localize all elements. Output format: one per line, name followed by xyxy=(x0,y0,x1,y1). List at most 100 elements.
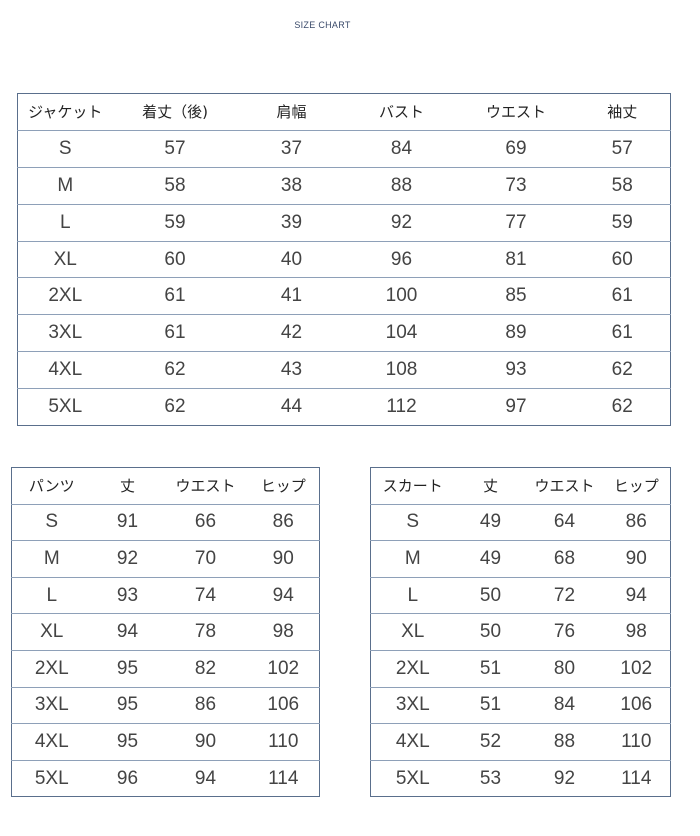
measurement-cell: 86 xyxy=(247,503,320,541)
measurement-cell: 40 xyxy=(237,240,346,278)
size-label-cell: 2XL xyxy=(11,649,92,688)
table-row: 3XL 61 42 104 89 61 xyxy=(17,314,671,352)
measurement-cell: 93 xyxy=(91,576,164,614)
measurement-cell: 114 xyxy=(602,759,671,797)
measurement-cell: 102 xyxy=(247,649,320,688)
jacket-header-cell: ジャケット xyxy=(28,103,103,122)
size-label-cell: 3XL xyxy=(370,686,455,724)
table-row: 4XL 95 90 110 xyxy=(11,723,320,761)
measurement-cell: 50 xyxy=(454,613,527,651)
measurement-cell: 95 xyxy=(91,649,164,688)
measurement-cell: 90 xyxy=(247,540,320,578)
skirt-header-cell: ウエスト xyxy=(534,477,595,496)
measurement-cell: 90 xyxy=(163,723,248,761)
measurement-cell: 49 xyxy=(454,503,527,541)
measurement-cell: 61 xyxy=(574,314,671,352)
measurement-cell: 66 xyxy=(163,503,248,541)
table-row: L 93 74 94 xyxy=(11,576,320,614)
skirt-header-cell: ヒップ xyxy=(613,477,659,496)
measurement-cell: 38 xyxy=(237,166,346,205)
size-label-cell: XL xyxy=(370,613,455,651)
measurement-cell: 98 xyxy=(602,613,671,651)
measurement-cell: 92 xyxy=(345,203,458,242)
measurement-cell: 51 xyxy=(454,686,527,724)
measurement-cell: 74 xyxy=(163,576,248,614)
measurement-cell: 92 xyxy=(91,540,164,578)
measurement-cell: 86 xyxy=(602,503,671,541)
measurement-cell: 97 xyxy=(457,388,575,426)
measurement-cell: 61 xyxy=(574,277,671,315)
jacket-header-cell: バスト xyxy=(378,103,424,122)
measurement-cell: 88 xyxy=(345,166,458,205)
measurement-cell: 61 xyxy=(112,277,238,315)
measurement-cell: 80 xyxy=(526,649,603,688)
jacket-table-body: ジャケット 着丈（後) 肩幅 バスト ウエスト 袖丈 S 57 37 84 69 57 M 58 38 88 7… xyxy=(17,94,671,426)
pants-header-row: パンツ 丈 ウエスト ヒップ xyxy=(12,468,320,505)
measurement-cell: 62 xyxy=(112,388,238,426)
measurement-cell: 59 xyxy=(112,203,238,242)
measurement-cell: 53 xyxy=(454,759,527,797)
table-row: S 49 64 86 xyxy=(370,503,671,541)
measurement-cell: 106 xyxy=(602,686,671,724)
measurement-cell: 94 xyxy=(247,576,320,614)
pants-header-cell: パンツ xyxy=(28,477,75,496)
measurement-cell: 58 xyxy=(574,166,671,205)
measurement-cell: 89 xyxy=(457,314,575,352)
measurement-cell: 100 xyxy=(345,277,458,315)
size-label-cell: 2XL xyxy=(17,277,113,315)
measurement-cell: 59 xyxy=(574,203,671,242)
table-row: 5XL 53 92 114 xyxy=(370,759,671,797)
jacket-header-cell: 袖丈 xyxy=(607,103,638,122)
size-label-cell: S xyxy=(11,503,92,541)
size-label-cell: 5XL xyxy=(17,388,113,426)
table-row: 2XL 95 82 102 xyxy=(11,649,320,688)
measurement-cell: 69 xyxy=(457,129,575,168)
table-row: L 59 39 92 77 59 xyxy=(17,203,671,242)
measurement-cell: 84 xyxy=(526,686,603,724)
measurement-cell: 76 xyxy=(526,613,603,651)
size-label-cell: 3XL xyxy=(11,686,92,724)
size-label-cell: 2XL xyxy=(370,649,455,688)
jacket-header-row: ジャケット 着丈（後) 肩幅 バスト ウエスト 袖丈 xyxy=(18,94,671,131)
pants-header-cell: ウエスト xyxy=(175,477,236,496)
table-row: 3XL 51 84 106 xyxy=(370,686,671,724)
table-row: 5XL 96 94 114 xyxy=(11,759,320,797)
measurement-cell: 62 xyxy=(112,351,238,389)
measurement-cell: 78 xyxy=(163,613,248,651)
measurement-cell: 94 xyxy=(602,576,671,614)
table-row: L 50 72 94 xyxy=(370,576,671,614)
measurement-cell: 110 xyxy=(247,723,320,761)
size-label-cell: S xyxy=(370,503,455,541)
measurement-cell: 108 xyxy=(345,351,458,389)
measurement-cell: 39 xyxy=(237,203,346,242)
table-row: S 57 37 84 69 57 xyxy=(17,129,671,168)
size-label-cell: M xyxy=(11,540,92,578)
size-label-cell: 4XL xyxy=(370,723,455,761)
measurement-cell: 57 xyxy=(574,129,671,168)
measurement-cell: 98 xyxy=(247,613,320,651)
skirt-table-body: スカート丈ウエスト ヒップ S 49 64 86 M 49 68 90 L 50 72 94 XL 50 76 9… xyxy=(370,468,671,797)
measurement-cell: 96 xyxy=(91,759,164,797)
measurement-cell: 61 xyxy=(112,314,238,352)
measurement-cell: 96 xyxy=(345,240,458,278)
table-row: 4XL 52 88 110 xyxy=(370,723,671,761)
table-row: XL 60 40 96 81 60 xyxy=(17,240,671,278)
measurement-cell: 49 xyxy=(454,540,527,578)
measurement-cell: 60 xyxy=(112,240,238,278)
page-title: SIZE CHART xyxy=(294,20,351,30)
measurement-cell: 102 xyxy=(602,649,671,688)
pants-header-cell: ヒップ xyxy=(260,477,306,496)
measurement-cell: 81 xyxy=(457,240,575,278)
size-label-cell: L xyxy=(370,576,455,614)
measurement-cell: 82 xyxy=(163,649,248,688)
measurement-cell: 70 xyxy=(163,540,248,578)
measurement-cell: 62 xyxy=(574,351,671,389)
size-label-cell: L xyxy=(11,576,92,614)
measurement-cell: 84 xyxy=(345,129,458,168)
measurement-cell: 72 xyxy=(526,576,603,614)
measurement-cell: 95 xyxy=(91,686,164,724)
jacket-header-cell: ウエスト xyxy=(485,103,546,122)
measurement-cell: 110 xyxy=(602,723,671,761)
measurement-cell: 94 xyxy=(91,613,164,651)
table-row: 2XL 51 80 102 xyxy=(370,649,671,688)
